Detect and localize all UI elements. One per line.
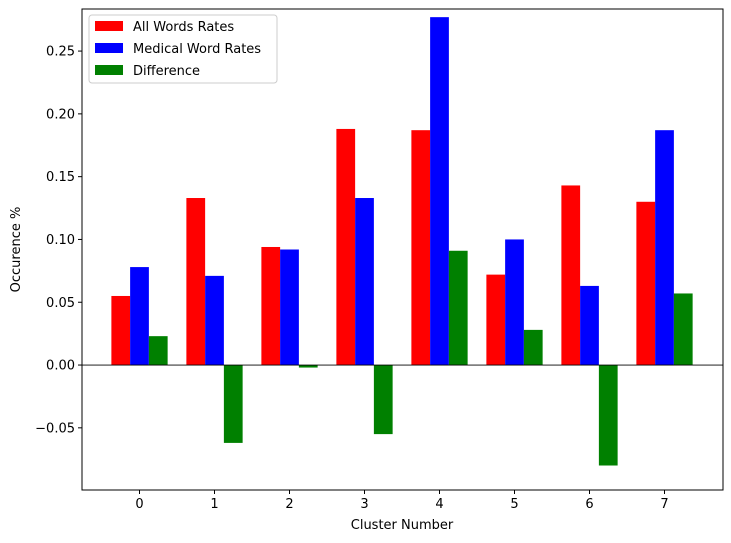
- bar-medical-word-rates-2: [280, 249, 299, 366]
- x-axis-label: Cluster Number: [351, 518, 454, 533]
- bar-medical-word-rates-4: [430, 17, 449, 366]
- legend-swatch-all-words: [95, 21, 123, 31]
- y-tick-label: 0.20: [46, 107, 75, 122]
- x-tick-label: 4: [435, 497, 443, 512]
- legend-label-all-words: All Words Rates: [133, 20, 234, 35]
- bar-all-words-rates-7: [636, 201, 656, 366]
- bar-all-words-rates-4: [411, 130, 431, 366]
- x-tick-label: 1: [210, 497, 218, 512]
- bar-difference-2: [298, 365, 318, 368]
- bar-medical-word-rates-1: [205, 275, 224, 366]
- x-tick-label: 0: [135, 497, 143, 512]
- y-tick-label: 0.05: [46, 296, 75, 311]
- legend-frame: [88, 14, 278, 84]
- bar-difference-6: [598, 365, 618, 466]
- x-tick-label: 2: [285, 497, 293, 512]
- plot-frame: [81, 8, 724, 491]
- bar-difference-1: [223, 365, 243, 443]
- bar-all-words-rates-1: [186, 198, 206, 366]
- x-tick-label: 6: [585, 497, 593, 512]
- y-axis: −0.05 0.00 0.05 0.10 0.15 0.20 0.25: [35, 45, 82, 436]
- x-tick-label: 7: [660, 497, 668, 512]
- y-axis-label: Occurence %: [9, 207, 24, 293]
- y-tick-label: 0.15: [46, 170, 75, 185]
- legend-label-difference: Difference: [133, 64, 200, 79]
- legend-swatch-difference: [95, 65, 123, 75]
- bar-medical-word-rates-6: [580, 285, 599, 366]
- bar-medical-word-rates-7: [655, 130, 674, 366]
- bar-all-words-rates-0: [111, 295, 131, 366]
- y-tick-label: −0.05: [35, 421, 75, 436]
- bar-difference-3: [373, 365, 393, 435]
- bar-all-words-rates-5: [486, 274, 506, 366]
- x-tick-label: 3: [360, 497, 368, 512]
- x-axis: 0 1 2 3 4 5 6 7: [135, 490, 669, 512]
- x-tick-label: 5: [510, 497, 518, 512]
- legend-swatch-medical-words: [95, 43, 123, 53]
- bar-difference-5: [523, 329, 543, 366]
- legend-label-medical-words: Medical Word Rates: [133, 42, 261, 57]
- bar-all-words-rates-2: [261, 246, 281, 366]
- bar-all-words-rates-3: [336, 128, 356, 366]
- bar-medical-word-rates-0: [130, 267, 149, 366]
- bar-difference-0: [148, 336, 168, 366]
- y-tick-label: 0.00: [46, 359, 75, 374]
- bar-all-words-rates-6: [561, 185, 581, 366]
- legend: All Words Rates Medical Word Rates Diffe…: [88, 14, 278, 84]
- bar-difference-4: [448, 250, 468, 366]
- bars-layer: [111, 17, 693, 466]
- bar-medical-word-rates-3: [355, 198, 374, 366]
- y-tick-label: 0.10: [46, 233, 75, 248]
- bar-medical-word-rates-5: [505, 239, 524, 366]
- bar-difference-7: [673, 293, 693, 366]
- y-tick-label: 0.25: [46, 45, 75, 60]
